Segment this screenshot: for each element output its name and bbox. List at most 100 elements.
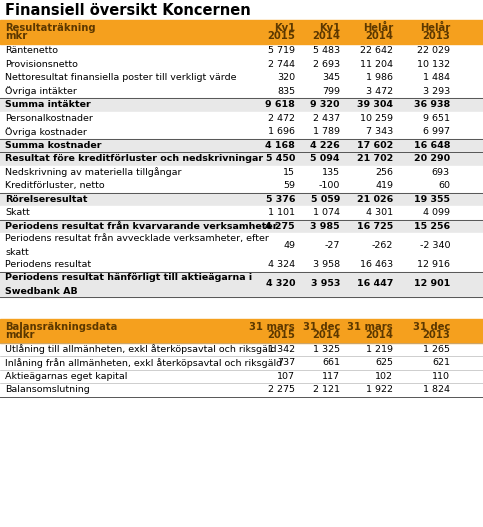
Bar	[0, 369, 483, 383]
Text: 320: 320	[277, 73, 295, 82]
Text: 17 602: 17 602	[357, 141, 393, 150]
Text: -100: -100	[319, 181, 340, 190]
Text: -262: -262	[371, 241, 393, 250]
Text: 10 259: 10 259	[360, 114, 393, 123]
Bar	[0, 152, 483, 165]
Text: 9 320: 9 320	[311, 100, 340, 109]
Text: 256: 256	[375, 168, 393, 177]
Text: 22 642: 22 642	[360, 46, 393, 55]
Text: Inlåning från allmänheten, exkl återköpsavtal och riksgäld: Inlåning från allmänheten, exkl återköps…	[5, 358, 282, 368]
Text: 2014: 2014	[312, 330, 340, 340]
Bar	[0, 258, 483, 271]
Text: 1 484: 1 484	[423, 73, 450, 82]
Text: Periodens resultat: Periodens resultat	[5, 260, 91, 269]
Text: 12 916: 12 916	[417, 260, 450, 269]
Bar	[0, 356, 483, 369]
Text: 49: 49	[283, 241, 295, 250]
Text: 419: 419	[375, 181, 393, 190]
Text: 3 293: 3 293	[423, 87, 450, 96]
Text: Nettoresultat finansiella poster till verkligt värde: Nettoresultat finansiella poster till ve…	[5, 73, 237, 82]
Text: Swedbank AB: Swedbank AB	[5, 287, 78, 296]
Text: 2013: 2013	[422, 31, 450, 41]
Text: 1 986: 1 986	[366, 73, 393, 82]
Text: 3 958: 3 958	[313, 260, 340, 269]
Text: Periodens resultat hänförligt till aktieägarna i: Periodens resultat hänförligt till aktie…	[5, 273, 252, 282]
Text: 5 094: 5 094	[311, 154, 340, 163]
Text: Helår: Helår	[363, 23, 393, 33]
Text: 4 275: 4 275	[265, 222, 295, 231]
Text: 2 693: 2 693	[313, 60, 340, 69]
Text: Personalkostnader: Personalkostnader	[5, 114, 93, 123]
Text: 5 059: 5 059	[311, 195, 340, 204]
Text: Nedskrivning av materiella tillgångar: Nedskrivning av materiella tillgångar	[5, 167, 182, 177]
Text: Aktieägarnas eget kapital: Aktieägarnas eget kapital	[5, 372, 128, 380]
Text: Resultaträkning: Resultaträkning	[5, 23, 96, 33]
Text: 7 343: 7 343	[366, 127, 393, 136]
Text: 2014: 2014	[365, 31, 393, 41]
Text: 2014: 2014	[365, 330, 393, 340]
Text: 1 696: 1 696	[268, 127, 295, 136]
Text: 345: 345	[322, 73, 340, 82]
Text: 1 265: 1 265	[423, 345, 450, 354]
Bar	[0, 179, 483, 192]
Text: 2013: 2013	[422, 330, 450, 340]
Text: 15: 15	[283, 168, 295, 177]
Bar	[0, 233, 483, 258]
Bar	[0, 57, 483, 71]
Text: Summa intäkter: Summa intäkter	[5, 100, 91, 109]
Text: 20 290: 20 290	[414, 154, 450, 163]
Text: 135: 135	[322, 168, 340, 177]
Text: 835: 835	[277, 87, 295, 96]
Text: 31 mars: 31 mars	[249, 321, 295, 331]
Text: 36 938: 36 938	[414, 100, 450, 109]
Bar	[0, 71, 483, 84]
Bar	[0, 20, 483, 44]
Text: Periodens resultat från kvarvarande verksamheter: Periodens resultat från kvarvarande verk…	[5, 222, 278, 231]
Text: 1 342: 1 342	[268, 345, 295, 354]
Text: skatt: skatt	[5, 248, 29, 257]
Text: 2 437: 2 437	[313, 114, 340, 123]
Text: 60: 60	[438, 181, 450, 190]
Text: 2 275: 2 275	[268, 385, 295, 394]
Text: Balansomslutning: Balansomslutning	[5, 385, 90, 394]
Text: Kv1: Kv1	[319, 23, 340, 33]
Text: 661: 661	[322, 358, 340, 367]
Text: -2 340: -2 340	[420, 241, 450, 250]
Text: 21 702: 21 702	[357, 154, 393, 163]
Text: Resultat före kreditförluster och nedskrivningar: Resultat före kreditförluster och nedskr…	[5, 154, 263, 163]
Bar	[0, 139, 483, 152]
Text: 1 219: 1 219	[366, 345, 393, 354]
Text: 16 463: 16 463	[360, 260, 393, 269]
Text: 9 618: 9 618	[265, 100, 295, 109]
Text: 2 472: 2 472	[268, 114, 295, 123]
Text: 16 447: 16 447	[356, 279, 393, 288]
Text: Balansräkningsdata: Balansräkningsdata	[5, 321, 117, 331]
Text: 9 651: 9 651	[423, 114, 450, 123]
Text: 31 dec: 31 dec	[412, 321, 450, 331]
Text: Kreditförluster, netto: Kreditförluster, netto	[5, 181, 105, 190]
Text: 1 325: 1 325	[313, 345, 340, 354]
Text: 2015: 2015	[267, 31, 295, 41]
Text: 5 719: 5 719	[268, 46, 295, 55]
Text: 107: 107	[277, 372, 295, 380]
Text: 15 256: 15 256	[414, 222, 450, 231]
Text: 1 922: 1 922	[366, 385, 393, 394]
Text: 19 355: 19 355	[414, 195, 450, 204]
Bar	[0, 220, 483, 233]
Text: Räntenetto: Räntenetto	[5, 46, 58, 55]
Bar	[0, 192, 483, 206]
Text: 4 320: 4 320	[266, 279, 295, 288]
Text: 31 dec: 31 dec	[303, 321, 340, 331]
Text: 117: 117	[322, 372, 340, 380]
Text: 12 901: 12 901	[414, 279, 450, 288]
Bar	[0, 318, 483, 343]
Bar	[0, 383, 483, 396]
Text: Finansiell översikt Koncernen: Finansiell översikt Koncernen	[5, 3, 251, 18]
Text: Utlåning till allmänheten, exkl återköpsavtal och riksgäld: Utlåning till allmänheten, exkl återköps…	[5, 344, 276, 354]
Text: Helår: Helår	[420, 23, 450, 33]
Bar	[0, 343, 483, 356]
Text: 2015: 2015	[267, 330, 295, 340]
Bar	[0, 84, 483, 98]
Text: Rörelseresultat: Rörelseresultat	[5, 195, 87, 204]
Text: Övriga kostnader: Övriga kostnader	[5, 127, 87, 136]
